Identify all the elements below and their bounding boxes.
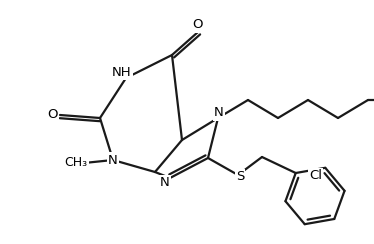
Text: N: N <box>160 176 170 190</box>
Text: N: N <box>214 106 224 120</box>
Text: NH: NH <box>112 65 132 79</box>
Text: O: O <box>193 19 203 31</box>
Text: Cl: Cl <box>309 169 322 182</box>
Text: N: N <box>108 153 118 166</box>
Text: CH₃: CH₃ <box>64 156 88 170</box>
Text: O: O <box>48 109 58 122</box>
Text: S: S <box>236 171 244 183</box>
